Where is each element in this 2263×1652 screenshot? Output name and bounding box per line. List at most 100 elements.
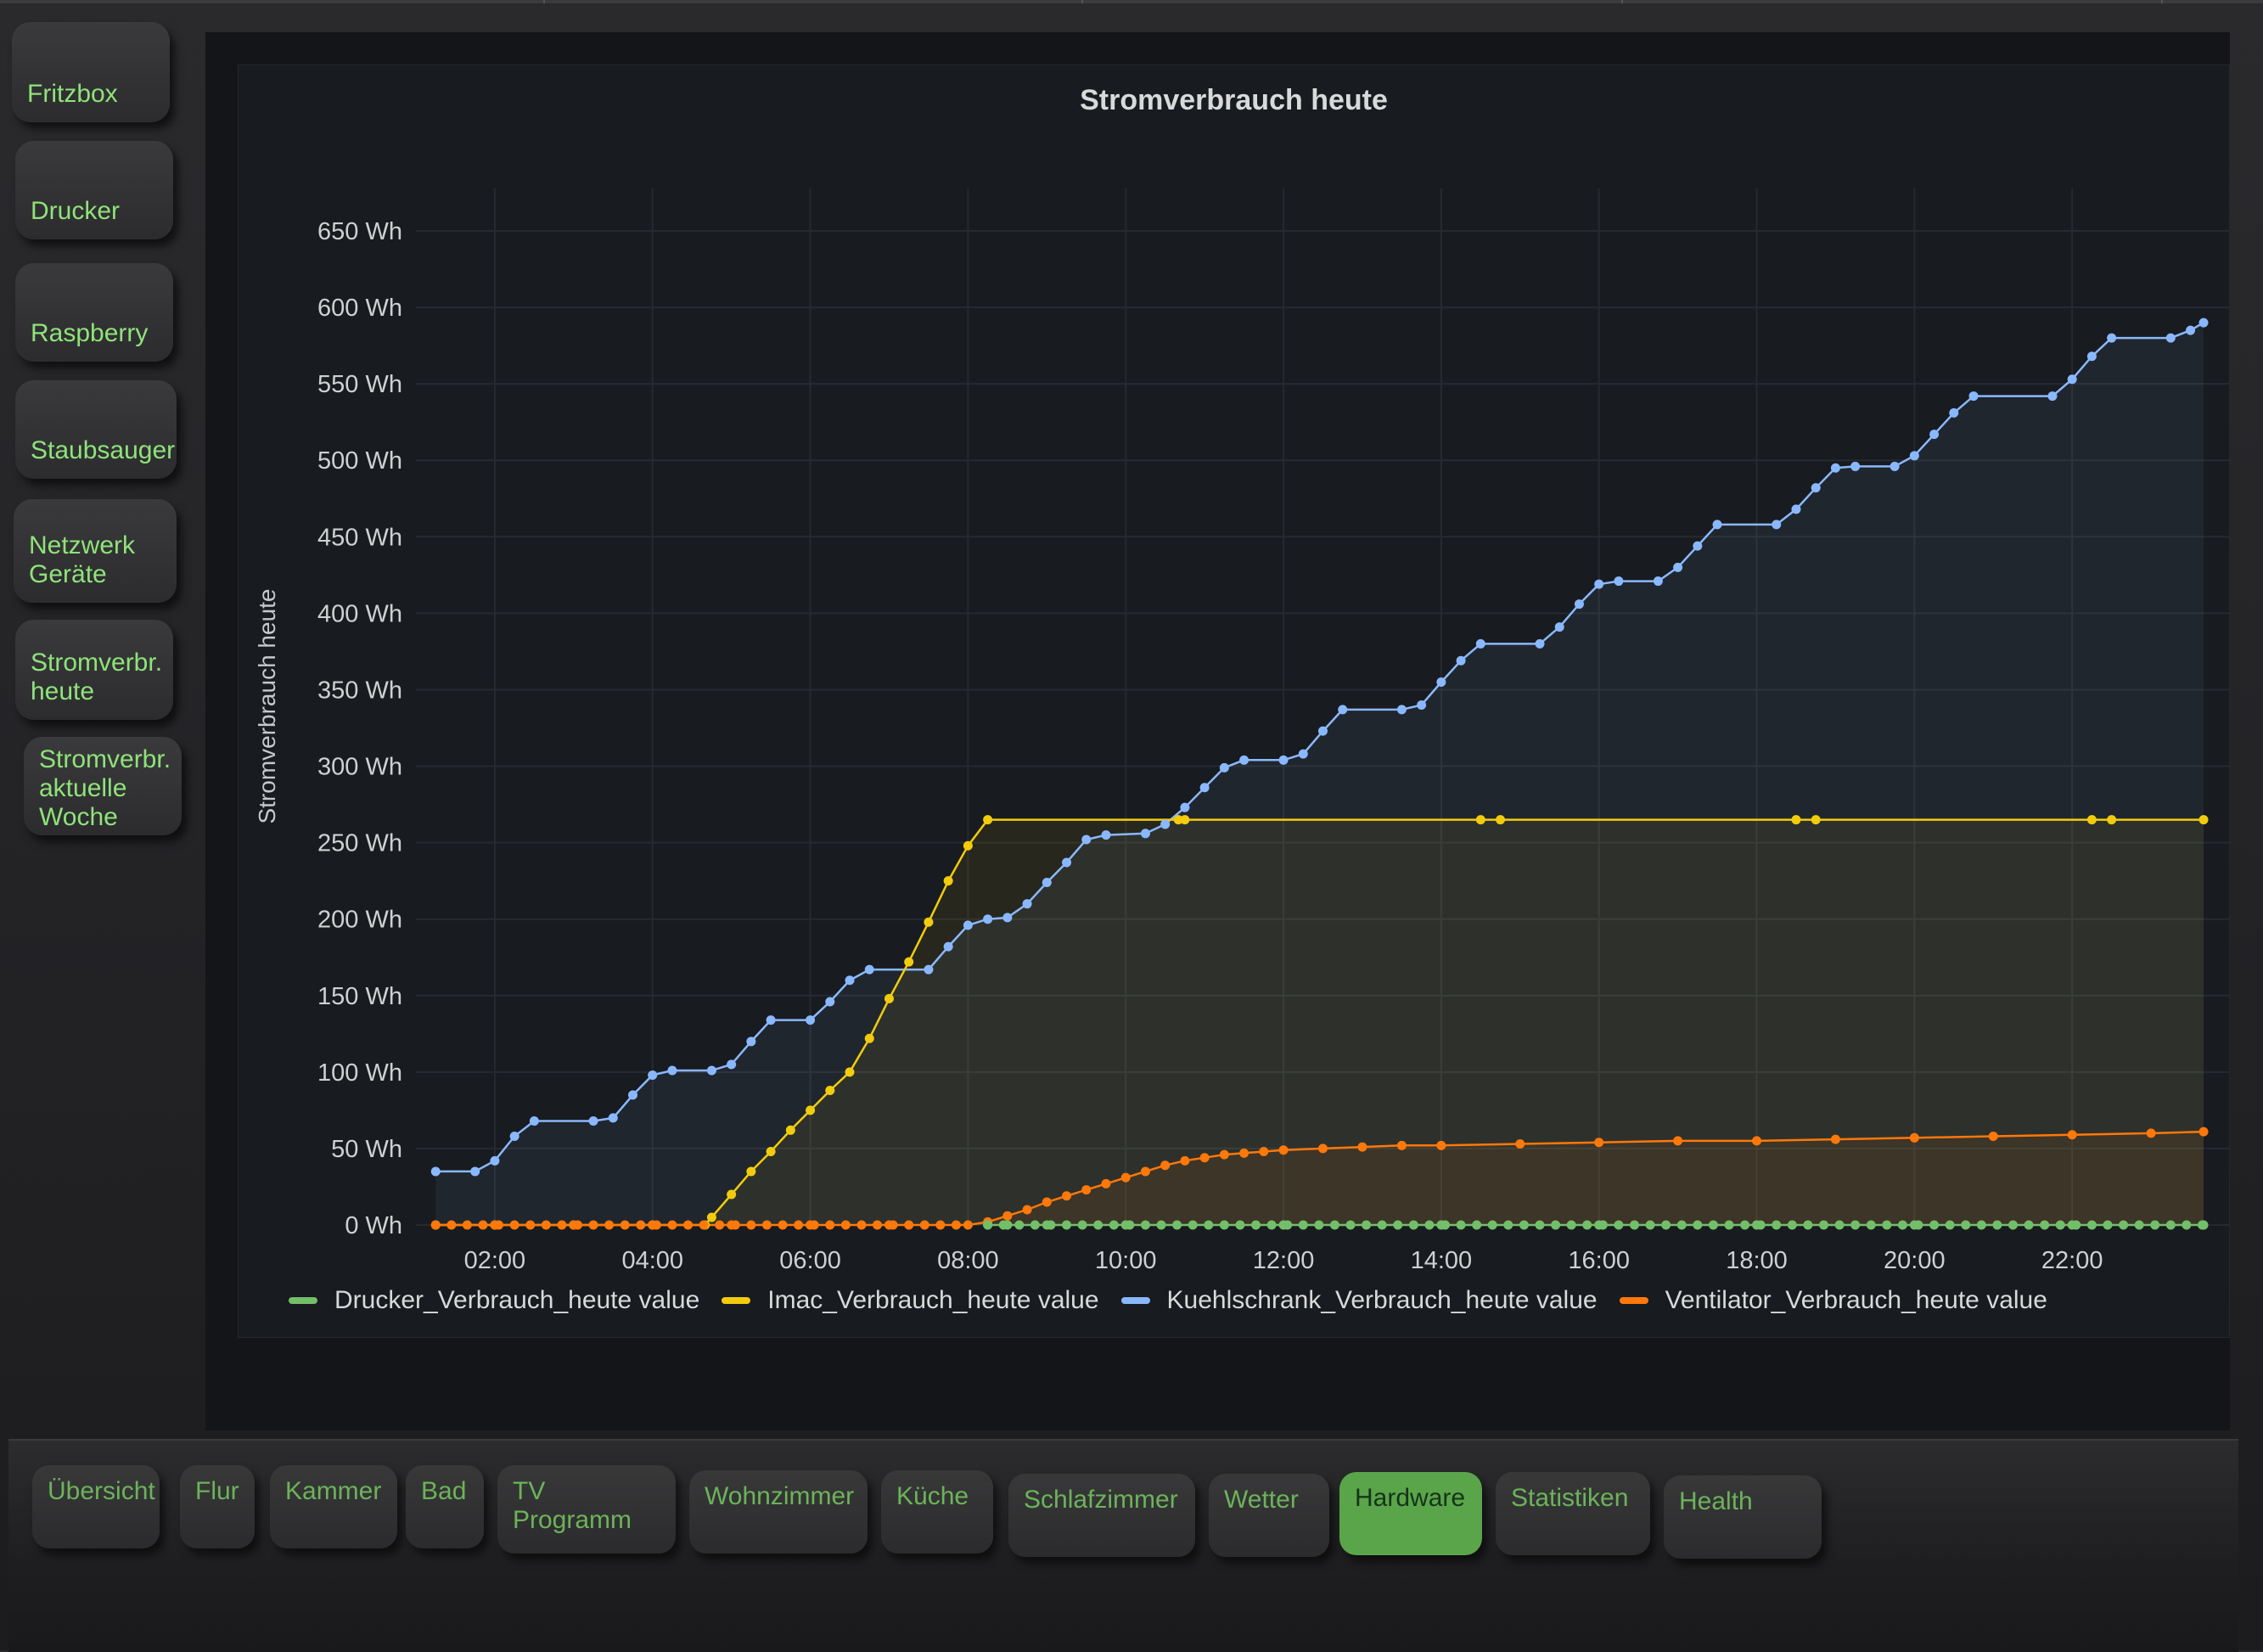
y-tick-label: 0 Wh: [345, 1212, 402, 1239]
data-point: [1239, 1148, 1249, 1158]
data-point: [1882, 1220, 1892, 1230]
tab-flur[interactable]: Flur: [180, 1465, 255, 1548]
x-tick-label: 06:00: [779, 1247, 841, 1274]
data-point: [2198, 815, 2209, 825]
data-point: [1673, 1136, 1683, 1146]
tab-label: Küche: [896, 1482, 969, 1510]
data-point: [1219, 762, 1229, 773]
legend-item[interactable]: Drucker_Verbrauch_heute value: [289, 1286, 699, 1315]
data-point: [1314, 1220, 1324, 1230]
sidebar-item-netzwerk-geraete[interactable]: Netzwerk Geräte: [14, 499, 177, 603]
data-point: [951, 1220, 961, 1230]
data-point: [1676, 1220, 1687, 1230]
data-point: [1968, 391, 1979, 402]
data-point: [1180, 1155, 1190, 1166]
data-point: [2047, 391, 2058, 402]
data-point: [1519, 1220, 1529, 1230]
data-point: [1101, 1178, 1111, 1188]
tab-statistiken[interactable]: Statistiken: [1496, 1472, 1650, 1555]
tab-küche[interactable]: Küche: [881, 1470, 993, 1554]
data-point: [1125, 1220, 1135, 1230]
data-point: [1436, 677, 1446, 687]
y-tick-label: 50 Wh: [331, 1136, 402, 1163]
data-point: [963, 840, 973, 851]
y-tick-label: 550 Wh: [317, 371, 402, 398]
data-point: [840, 1220, 851, 1230]
top-border: [0, 0, 2263, 3]
data-point: [1140, 829, 1150, 839]
tab-übersicht[interactable]: Übersicht: [32, 1465, 160, 1548]
data-point: [2165, 333, 2176, 343]
data-point: [667, 1065, 677, 1076]
data-point: [1173, 815, 1183, 825]
data-point: [1318, 1143, 1328, 1154]
data-point: [1062, 857, 1072, 868]
sidebar-item-stromverbr-woche[interactable]: Stromverbr. aktuelle Woche: [24, 737, 182, 835]
data-point: [648, 1070, 658, 1080]
tab-wohnzimmer[interactable]: Wohnzimmer: [689, 1470, 868, 1554]
data-point: [1408, 1220, 1418, 1230]
data-point: [572, 1220, 582, 1230]
y-tick-label: 300 Wh: [317, 754, 402, 781]
data-point: [478, 1220, 488, 1230]
data-point: [1582, 1220, 1592, 1230]
data-point: [1046, 1220, 1056, 1230]
tab-hardware[interactable]: Hardware: [1339, 1472, 1482, 1555]
tab-label: Health: [1679, 1487, 1753, 1515]
data-point: [636, 1220, 646, 1230]
data-point: [1850, 461, 1861, 471]
data-point: [2198, 1127, 2209, 1137]
data-point: [1093, 1220, 1103, 1230]
y-tick-label: 250 Wh: [317, 830, 402, 857]
data-point: [730, 1220, 740, 1230]
legend-item[interactable]: Imac_Verbrauch_heute value: [722, 1286, 1099, 1315]
data-point: [794, 1220, 804, 1230]
data-point: [856, 1220, 867, 1230]
data-point: [1496, 815, 1506, 825]
chart-points: [430, 317, 2209, 1230]
tab-bad[interactable]: Bad: [406, 1465, 484, 1548]
data-point: [983, 914, 993, 924]
data-point: [1120, 1172, 1131, 1183]
data-point: [608, 1113, 618, 1123]
sidebar-item-drucker[interactable]: Drucker: [15, 141, 173, 239]
data-point: [1503, 1220, 1513, 1230]
data-point: [1396, 705, 1407, 715]
data-point: [1283, 1220, 1293, 1230]
sidebar-item-staubsauger[interactable]: Staubsauger: [15, 380, 177, 479]
sidebar-item-raspberry[interactable]: Raspberry: [15, 263, 173, 362]
data-point: [2086, 815, 2097, 825]
data-point: [462, 1220, 472, 1230]
data-point: [785, 1125, 795, 1135]
data-point: [1318, 726, 1328, 736]
series-area: [435, 819, 2204, 1225]
data-point: [1329, 1220, 1339, 1230]
data-point: [746, 1037, 756, 1047]
data-point: [1850, 1220, 1861, 1230]
data-point: [1976, 1220, 1986, 1230]
data-point: [1818, 1220, 1828, 1230]
tab-tv-programm[interactable]: TV Programm: [497, 1465, 676, 1554]
sidebar-item-stromverbr-heute[interactable]: Stromverbr. heute: [15, 620, 173, 720]
legend-label: Ventilator_Verbrauch_heute value: [1665, 1286, 2047, 1314]
data-point: [2119, 1220, 2129, 1230]
data-point: [1239, 755, 1249, 765]
tab-health[interactable]: Health: [1664, 1475, 1822, 1559]
data-point: [1909, 451, 1919, 461]
legend-item[interactable]: Ventilator_Verbrauch_heute value: [1619, 1286, 2047, 1315]
tab-schlafzimmer[interactable]: Schlafzimmer: [1008, 1474, 1195, 1557]
sidebar-item-fritzbox[interactable]: Fritzbox: [12, 22, 170, 122]
data-point: [1436, 1140, 1446, 1150]
data-point: [1992, 1220, 2002, 1230]
data-point: [919, 1220, 929, 1230]
tab-kammer[interactable]: Kammer: [270, 1465, 397, 1548]
data-point: [2186, 325, 2196, 335]
data-point: [983, 815, 993, 825]
data-point: [1630, 1220, 1640, 1230]
legend-item[interactable]: Kuehlschrank_Verbrauch_heute value: [1120, 1286, 1598, 1315]
tab-wetter[interactable]: Wetter: [1209, 1474, 1329, 1557]
data-point: [2024, 1220, 2034, 1230]
data-point: [1913, 1220, 1923, 1230]
data-point: [1949, 407, 1959, 418]
data-point: [1156, 1220, 1166, 1230]
